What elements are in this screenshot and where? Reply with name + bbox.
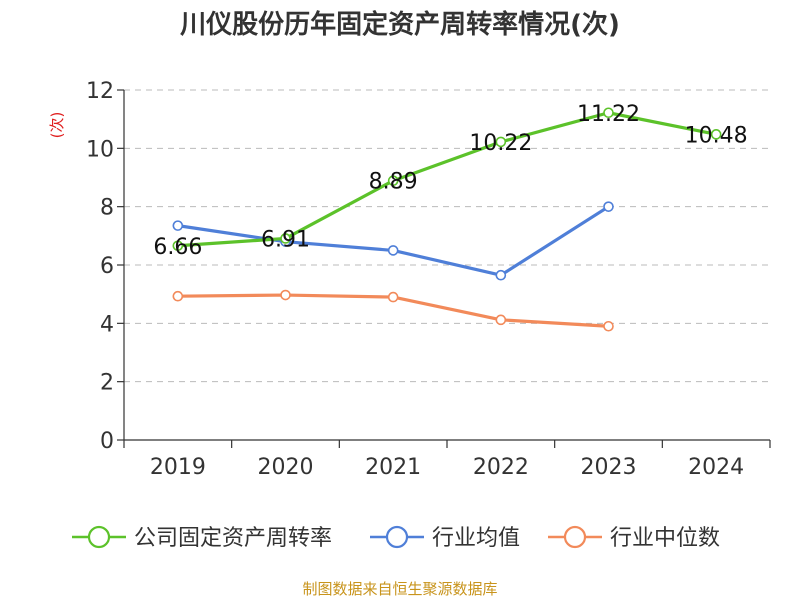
y-axis-unit: (次): [48, 112, 66, 139]
x-tick-label: 2022: [473, 455, 529, 480]
x-tick-label: 2024: [688, 455, 744, 480]
y-tick-label: 10: [86, 137, 114, 162]
axes: 0 2 4 6 8 10 12 2019 2020 2021 2022 2023 2024: [86, 79, 771, 480]
data-label: 10.48: [685, 123, 748, 148]
data-point[interactable]: [280, 233, 291, 244]
data-point[interactable]: [603, 320, 614, 332]
data-label: 11.22: [577, 102, 640, 127]
data-label: 6.66: [153, 235, 202, 260]
data-label: 8.89: [369, 170, 418, 195]
legend-label: 行业中位数: [610, 526, 720, 551]
data-point[interactable]: [603, 201, 614, 212]
x-tick-label: 2023: [581, 455, 637, 480]
legend-marker: [87, 525, 111, 549]
chart-title: 川仪股份历年固定资产周转率情况(次): [180, 9, 620, 40]
data-point[interactable]: [710, 129, 722, 140]
data-point[interactable]: [280, 289, 291, 301]
legend-item[interactable]: 行业中位数: [548, 525, 720, 551]
legend-item[interactable]: 行业均值: [370, 525, 520, 551]
legend-item[interactable]: 公司固定资产周转率: [72, 525, 332, 551]
data-label: 10.22: [469, 131, 532, 156]
series-line: [177, 111, 717, 248]
x-tick-label: 2019: [150, 455, 206, 480]
y-tick-label: 6: [100, 254, 114, 279]
source-note: 制图数据来自恒生聚源数据库: [302, 580, 497, 598]
data-point[interactable]: [603, 107, 614, 119]
y-tick-label: 0: [100, 429, 114, 454]
data-point[interactable]: [495, 269, 507, 281]
data-labels: 6.66 6.91 8.89 10.22 11.22 10.48: [153, 102, 747, 260]
data-point[interactable]: [387, 245, 399, 256]
data-point[interactable]: [387, 291, 399, 303]
data-point[interactable]: [172, 240, 184, 252]
y-tick-label: 2: [100, 371, 114, 396]
legend-label: 行业均值: [432, 526, 520, 551]
y-tick-label: 12: [86, 79, 114, 104]
data-label: 6.91: [261, 227, 310, 252]
data-point[interactable]: [172, 220, 184, 231]
data-point[interactable]: [172, 290, 184, 302]
grid-lines: [124, 89, 770, 383]
x-tick-label: 2020: [258, 455, 314, 480]
legend-marker: [385, 525, 409, 549]
data-point[interactable]: [495, 314, 507, 326]
data-point[interactable]: [495, 136, 507, 148]
x-tick-label: 2021: [365, 455, 421, 480]
legend-marker: [563, 525, 587, 549]
y-tick-label: 4: [100, 312, 114, 337]
series-lines: [172, 107, 722, 332]
y-tick-label: 8: [100, 196, 114, 221]
legend[interactable]: 公司固定资产周转率 行业均值 行业中位数: [72, 525, 720, 551]
data-point[interactable]: [387, 175, 399, 187]
legend-label: 公司固定资产周转率: [134, 526, 332, 551]
